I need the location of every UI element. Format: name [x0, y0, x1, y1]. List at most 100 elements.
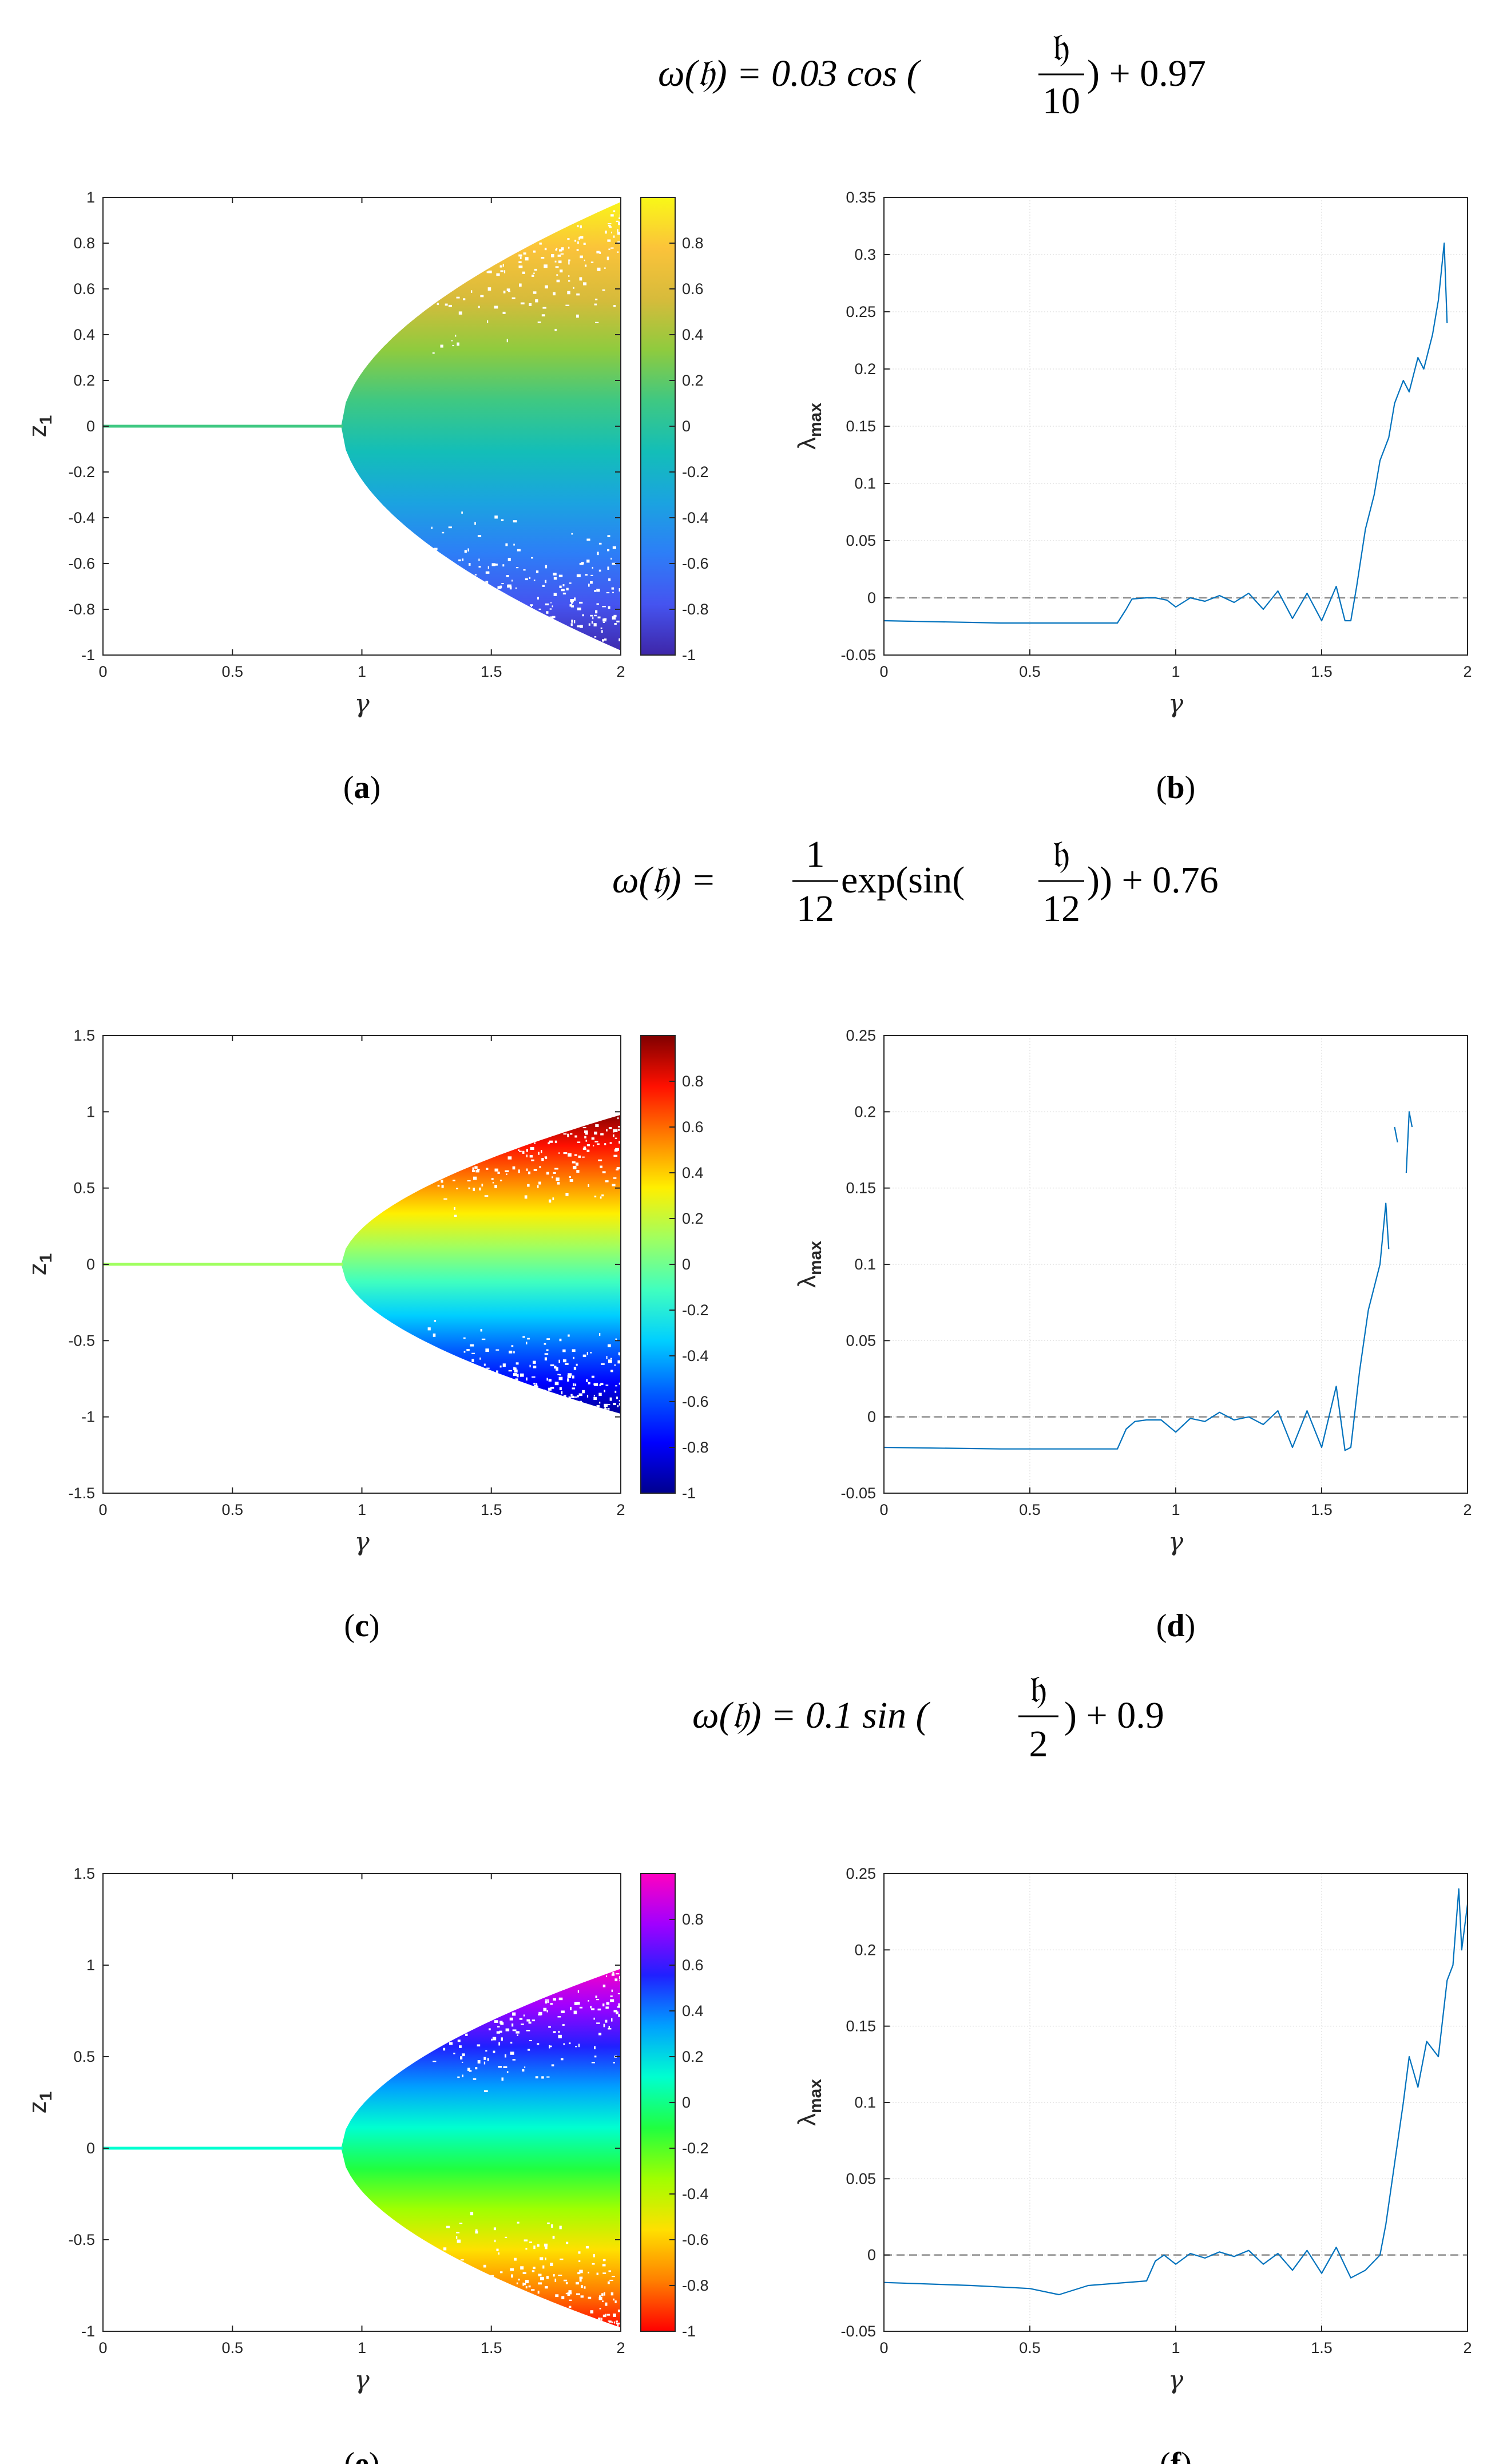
panel-f-ytick-label: 0.05	[846, 2170, 876, 2187]
panel-e-ylabel: z1	[23, 2092, 55, 2114]
panel-d-series-line-1	[1394, 1126, 1398, 1142]
panel-d-xlabel: γ	[1168, 1527, 1184, 1557]
formula-row2-den: 12	[796, 888, 834, 930]
panel-f-ytick-label: -0.05	[840, 2323, 876, 2340]
panel-d-ytick-label: 0	[867, 1408, 876, 1426]
panel-f-xlabel: γ	[1168, 2366, 1184, 2395]
formula-row3-den: 2	[1029, 1723, 1048, 1765]
panel-c-ylabel: z1	[23, 1253, 55, 1276]
panel-e-caption: (e)	[344, 2446, 379, 2464]
panel-c-ytick-label: 0.5	[73, 1180, 95, 1197]
panel-c-colorbar: -1 -0.8 -0.6 -0.4 -0.2 0 0.2 0.4 0.6 0.8	[640, 1035, 709, 1502]
panel-a-colorbar-tick-label: 0.2	[682, 372, 704, 389]
panel-d-xtick-label: 0	[879, 1501, 888, 1518]
panel-c-xtick-label: 0	[98, 1501, 107, 1518]
panel-a-colorbar-tick-label: 0.4	[682, 326, 704, 343]
formula-row2-mid: exp(sin(	[841, 859, 965, 901]
panel-e-ytick-label: -0.5	[68, 2231, 95, 2248]
panel-a-ytick-label: 0	[86, 418, 95, 435]
panel-a-colorbar-tick-label: -0.4	[682, 509, 709, 526]
panel-e-colorbar-tick-label: 0.6	[682, 1957, 704, 1974]
panel-e-ytick-label: -1	[81, 2323, 95, 2340]
panel-b-lyapunov-chart: 0 0.5 1 1.5 2-0.0500.050.10.150.20.250.30.35…	[793, 189, 1472, 806]
panel-f-xtick-label: 1	[1171, 2339, 1180, 2356]
panel-c-colorbar-tick-label: -0.6	[682, 1393, 709, 1410]
panel-c-xtick-label: 1	[358, 1501, 366, 1518]
panel-f-ylabel: λmax	[793, 2079, 825, 2126]
panel-e-ytick-label: 1	[86, 1957, 95, 1974]
panel-d-caption: (d)	[1156, 1608, 1195, 1644]
panel-e-xlabel: γ	[354, 2366, 370, 2395]
panel-a-xtick-label: 0.5	[221, 663, 243, 680]
panel-d-ylabel: λmax	[793, 1241, 825, 1288]
panel-b-caption: (b)	[1156, 770, 1195, 806]
formula-row1-lhs: ω(𝔥) = 0.03 cos (	[658, 53, 922, 94]
panel-a-xtick-label: 2	[616, 663, 625, 680]
panel-e-ytick-label: 1.5	[73, 1865, 95, 1882]
panel-c-bifurcation-chart: 0 0.5 1 1.5 2 -1.5 -1 -0.5 0 0.5 1 1.5 γ z1 -1 -0.8 -0.6…	[23, 1027, 709, 1644]
panel-b-ytick-label: 0.15	[846, 418, 876, 435]
panel-a-colorbar-tick-label: 0	[682, 418, 691, 435]
panel-a-colorbar-tick-label: -0.6	[682, 555, 709, 572]
panel-a-xtick-label: 0	[98, 663, 107, 680]
panel-f-xtick-label: 0	[879, 2339, 888, 2356]
panel-f-xtick-label: 1.5	[1311, 2339, 1333, 2356]
panel-a-colorbar-tick-label: -0.8	[682, 601, 709, 618]
formula-row2-rhs: )) + 0.76	[1087, 859, 1219, 901]
formula-row1-num: 𝔥	[1053, 27, 1070, 69]
panel-e-xtick-label: 1	[358, 2339, 366, 2356]
panel-e-bifurcation-chart: 0 0.5 1 1.5 2 -1 -0.5 0 0.5 1 1.5 γ z1 -1 -0.8 -0.6 -0.4…	[23, 1865, 709, 2464]
panel-a-colorbar-tick-label: -0.2	[682, 463, 709, 481]
panel-e-xtick-label: 0.5	[221, 2339, 243, 2356]
formula-row3-num: 𝔥	[1030, 1669, 1047, 1711]
formula-row2-num: 1	[806, 834, 825, 875]
panel-e-colorbar-tick-label: -0.8	[682, 2277, 709, 2294]
panel-a-ylabel: z1	[23, 415, 55, 438]
panel-d-ytick-label: 0.05	[846, 1332, 876, 1349]
panel-a-ytick-label: 0.6	[73, 280, 95, 297]
panel-c-scatter-gaps	[427, 1117, 621, 1410]
panel-f-ytick-label: 0	[867, 2247, 876, 2264]
formula-row1-rhs: ) + 0.97	[1087, 53, 1206, 94]
panel-d-ytick-label: 0.15	[846, 1180, 876, 1197]
panel-a-ytick-label: -0.4	[68, 509, 95, 526]
panel-b-ytick-label: 0.3	[854, 246, 876, 263]
panel-b-xtick-label: 1.5	[1311, 663, 1333, 680]
panel-a-xtick-label: 1	[358, 663, 366, 680]
panel-a-ytick-label: -0.2	[68, 463, 95, 481]
panel-c-colorbar-tick-label: -0.8	[682, 1439, 709, 1456]
panel-c-ytick-label: -1	[81, 1408, 95, 1426]
panel-f-ytick-label: 0.15	[846, 2018, 876, 2035]
panel-a-ytick-label: 0.2	[73, 372, 95, 389]
panel-e-scatter-gaps	[433, 1971, 621, 2327]
panel-a-ytick-label: -0.8	[68, 601, 95, 618]
panel-a-colorbar-tick-label: 0.6	[682, 280, 704, 297]
panel-a-colorbar: -1 -0.8 -0.6 -0.4 -0.2 0 0.2 0.4 0.6 0.8	[640, 197, 709, 664]
panel-c-colorbar-tick-label: -1	[682, 1485, 696, 1502]
formula-row3-rhs: ) + 0.9	[1064, 1695, 1164, 1736]
formula-row2: ω(𝔥) = 1 12 exp(sin( 𝔥 12 )) + 0.76	[612, 834, 1219, 930]
panel-d-xtick-label: 1	[1171, 1501, 1180, 1518]
panel-b-xtick-label: 2	[1463, 663, 1472, 680]
panel-c-colorbar-tick-label: -0.2	[682, 1302, 709, 1319]
panel-c-colorbar-tick-label: 0	[682, 1256, 691, 1273]
panel-f-ytick-label: 0.1	[854, 2094, 876, 2111]
panel-e-ytick-label: 0	[86, 2140, 95, 2157]
panel-c-ytick-label: -1.5	[68, 1485, 95, 1502]
panel-a-ytick-label: 0.8	[73, 235, 95, 252]
formula-row2-num2: 𝔥	[1053, 834, 1070, 875]
panel-e-colorbar-tick-label: 0	[682, 2094, 691, 2111]
panel-a-caption: (a)	[343, 770, 380, 806]
panel-e-colorbar-tick-label: 0.8	[682, 1911, 704, 1928]
panel-e-xtick-label: 2	[616, 2339, 625, 2356]
panel-e-xtick-label: 0	[98, 2339, 107, 2356]
panel-e-xtick-label: 1.5	[481, 2339, 502, 2356]
panel-d-ytick-label: 0.25	[846, 1027, 876, 1044]
panel-f-ytick-label: 0.25	[846, 1865, 876, 1882]
panel-f-ytick-label: 0.2	[854, 1941, 876, 1958]
panel-b-xtick-label: 0.5	[1019, 663, 1041, 680]
panel-a-ytick-label: 1	[86, 189, 95, 206]
panel-c-colorbar-tick-label: -0.4	[682, 1347, 709, 1364]
panel-b-xlabel: γ	[1168, 689, 1184, 719]
